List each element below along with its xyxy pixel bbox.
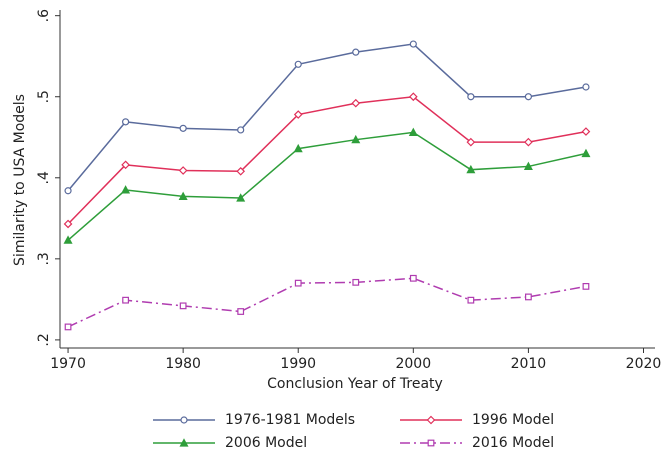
marker [179, 124, 187, 132]
marker [64, 187, 72, 195]
legend-marker [180, 416, 188, 424]
y-tick-label: .5 [36, 90, 52, 103]
marker [179, 302, 187, 310]
marker [524, 93, 533, 101]
marker [582, 282, 590, 290]
marker [63, 235, 73, 244]
marker [581, 127, 591, 136]
series-line [67, 43, 587, 192]
marker [408, 92, 418, 102]
legend-marker [179, 438, 189, 447]
legend-label: 2016 Model [472, 435, 554, 451]
marker [64, 323, 72, 331]
marker [352, 48, 360, 56]
marker [466, 164, 476, 174]
marker [121, 118, 130, 126]
marker [525, 293, 532, 301]
marker [409, 40, 417, 48]
legend-marker [427, 439, 435, 447]
marker [294, 279, 302, 287]
marker [121, 160, 130, 170]
marker [122, 296, 129, 304]
marker [523, 161, 533, 171]
marker [351, 134, 361, 144]
marker [63, 219, 73, 229]
marker [178, 191, 188, 201]
x-tick-label: 2020 [626, 356, 662, 372]
x-tick-label: 1990 [280, 356, 316, 372]
x-tick-label: 2010 [511, 356, 547, 372]
y-tick-label: .6 [36, 9, 52, 22]
marker [467, 93, 475, 101]
marker [582, 83, 590, 91]
marker [237, 308, 245, 315]
marker [352, 278, 360, 286]
marker [236, 193, 246, 202]
y-tick-label: .3 [36, 252, 52, 265]
marker [466, 137, 476, 147]
x-tick-label: 1980 [165, 356, 201, 372]
marker [409, 274, 417, 282]
marker [237, 126, 245, 134]
marker [524, 137, 533, 147]
y-tick-label: .4 [36, 171, 52, 184]
legend-marker [426, 415, 436, 425]
marker [581, 148, 591, 158]
x-tick-label: 1970 [50, 356, 86, 372]
marker [178, 166, 188, 175]
marker [294, 60, 302, 68]
marker [293, 143, 303, 153]
series-line [67, 131, 587, 241]
x-axis-label: Conclusion Year of Treaty [267, 376, 443, 392]
y-axis-label: Similarity to USA Models [12, 94, 28, 266]
y-tick-label: .2 [36, 333, 52, 346]
legend-label: 1996 Model [472, 412, 554, 428]
marker [467, 296, 475, 304]
marker [121, 185, 131, 194]
marker [351, 98, 361, 108]
marker [293, 110, 303, 119]
marker [408, 127, 418, 136]
series-line [67, 277, 587, 328]
x-tick-label: 2000 [395, 356, 431, 372]
legend-label: 2006 Model [225, 435, 307, 451]
legend-label: 1976-1981 Models [225, 412, 355, 428]
marker [236, 166, 246, 176]
series-line [67, 95, 587, 225]
